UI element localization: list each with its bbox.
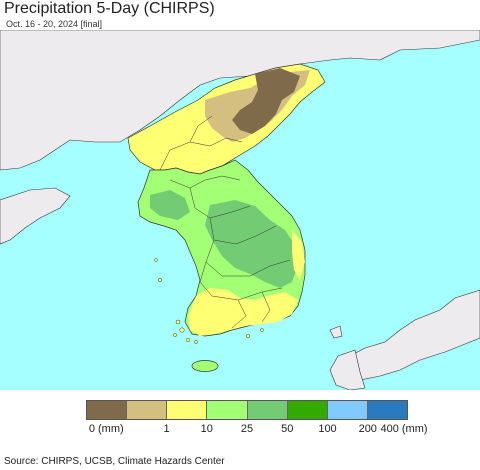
legend-swatch-7: [367, 401, 407, 419]
legend-tick-label: 25: [240, 423, 254, 435]
shandong-peninsula: [0, 187, 71, 245]
color-legend: [86, 400, 408, 420]
legend-tick-label: 10: [200, 423, 213, 435]
legend-tick-label: 50: [281, 423, 294, 435]
legend-swatch-2: [167, 401, 208, 419]
legend-tick-label: 400 (mm): [380, 423, 428, 435]
legend-swatch-6: [327, 401, 368, 419]
jeju-island: [191, 360, 219, 372]
north-korea-brown: [232, 68, 300, 134]
map-subtitle: Oct. 16 - 20, 2024 [final]: [6, 19, 103, 29]
legend-swatch-5: [287, 401, 328, 419]
legend-swatch-1: [127, 401, 168, 419]
legend-swatch-3: [207, 401, 248, 419]
legend-swatch-4: [247, 401, 288, 419]
legend-swatch-0: [87, 401, 128, 419]
japan-kyushu: [329, 349, 366, 390]
coastal-islands: [154, 258, 264, 344]
japan-islands: [329, 325, 343, 339]
legend-ticks: 0 (mm) 1 10 25 50 100 200 400 (mm): [0, 423, 480, 437]
korea-west-green: [150, 190, 190, 220]
source-note: Source: CHIRPS, UCSB, Climate Hazards Ce…: [4, 456, 225, 467]
province-borders: [159, 115, 291, 329]
korea-east-coast-yellow: [292, 230, 305, 280]
korea-south-yellow: [188, 288, 298, 336]
legend-tick-label: 100: [318, 423, 337, 435]
map-title: Precipitation 5-Day (CHIRPS): [4, 0, 215, 17]
china-landmass: [0, 30, 480, 171]
precipitation-map: [0, 30, 480, 390]
korea-darker-green: [205, 200, 298, 288]
legend-tick-label: 1: [163, 423, 170, 435]
legend-tick-label: 0 (mm): [88, 423, 124, 435]
legend-tick-label: 200: [358, 423, 377, 435]
